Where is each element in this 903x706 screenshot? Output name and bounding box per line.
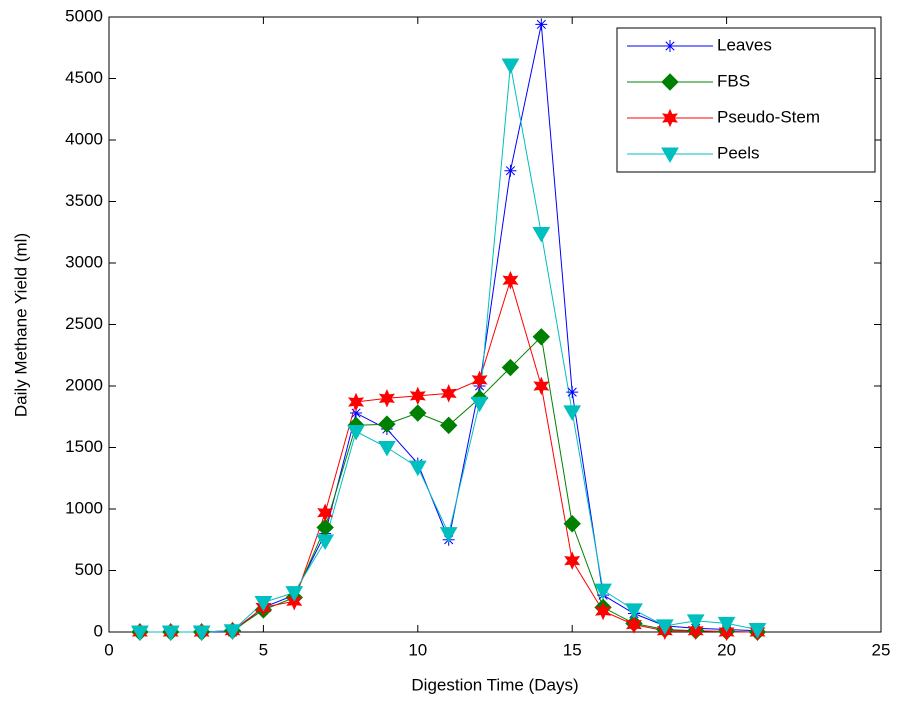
marker — [532, 328, 551, 346]
marker — [564, 551, 581, 570]
y-tick-label: 2500 — [65, 314, 103, 333]
marker — [661, 108, 679, 128]
marker — [378, 415, 396, 433]
x-tick-label: 0 — [104, 640, 113, 659]
marker — [501, 58, 520, 74]
y-tick-label: 5000 — [65, 6, 103, 25]
x-tick-label: 5 — [259, 640, 268, 659]
marker — [686, 614, 705, 630]
marker — [378, 389, 395, 408]
marker — [192, 625, 211, 642]
y-tick-label: 1500 — [65, 437, 103, 456]
marker — [532, 226, 551, 243]
marker — [535, 18, 548, 31]
marker — [347, 425, 365, 441]
marker — [316, 534, 335, 550]
marker — [254, 595, 273, 612]
marker — [409, 404, 427, 422]
marker — [439, 416, 458, 435]
x-tick-label: 15 — [563, 640, 582, 659]
marker — [655, 619, 674, 635]
marker — [317, 503, 334, 522]
x-tick-label: 25 — [872, 640, 891, 659]
marker — [131, 625, 149, 642]
marker — [501, 358, 520, 377]
marker — [594, 583, 612, 600]
x-tick-label: 20 — [717, 640, 736, 659]
y-tick-label: 1000 — [65, 498, 103, 517]
marker — [502, 270, 519, 290]
marker — [439, 527, 458, 543]
marker — [504, 164, 517, 177]
marker — [350, 407, 363, 420]
x-tick-label: 10 — [408, 640, 427, 659]
marker — [563, 515, 581, 533]
legend-box — [616, 27, 876, 173]
legend-label: Leaves — [717, 35, 772, 54]
y-tick-label: 0 — [94, 621, 103, 640]
y-tick-label: 2000 — [65, 375, 103, 394]
y-tick-label: 500 — [75, 560, 103, 579]
y-tick-label: 3000 — [65, 252, 103, 271]
marker — [285, 586, 304, 602]
marker — [408, 460, 427, 477]
x-axis-label: Digestion Time (Days) — [411, 675, 578, 694]
marker — [687, 621, 704, 641]
marker — [625, 615, 642, 634]
marker — [563, 405, 582, 421]
y-tick-label: 4500 — [65, 68, 103, 87]
marker — [661, 73, 679, 91]
marker — [470, 396, 489, 413]
marker — [748, 623, 767, 639]
marker — [664, 40, 676, 52]
marker — [566, 386, 579, 399]
legend-label: Peels — [717, 143, 760, 162]
marker — [223, 624, 242, 640]
marker — [595, 601, 612, 621]
marker — [161, 625, 180, 642]
y-axis-label: Daily Methane Yield (ml) — [11, 233, 30, 417]
marker — [378, 441, 396, 457]
legend-label: Pseudo-Stem — [717, 107, 820, 126]
marker — [348, 392, 365, 412]
legend-label: FBS — [717, 71, 750, 90]
marker — [471, 370, 488, 390]
marker — [661, 147, 679, 164]
marker — [440, 384, 457, 403]
y-tick-label: 3500 — [65, 191, 103, 210]
marker — [717, 616, 736, 633]
marker — [409, 386, 426, 406]
marker — [533, 376, 550, 396]
y-tick-label: 4000 — [65, 129, 103, 148]
marker — [625, 603, 643, 619]
